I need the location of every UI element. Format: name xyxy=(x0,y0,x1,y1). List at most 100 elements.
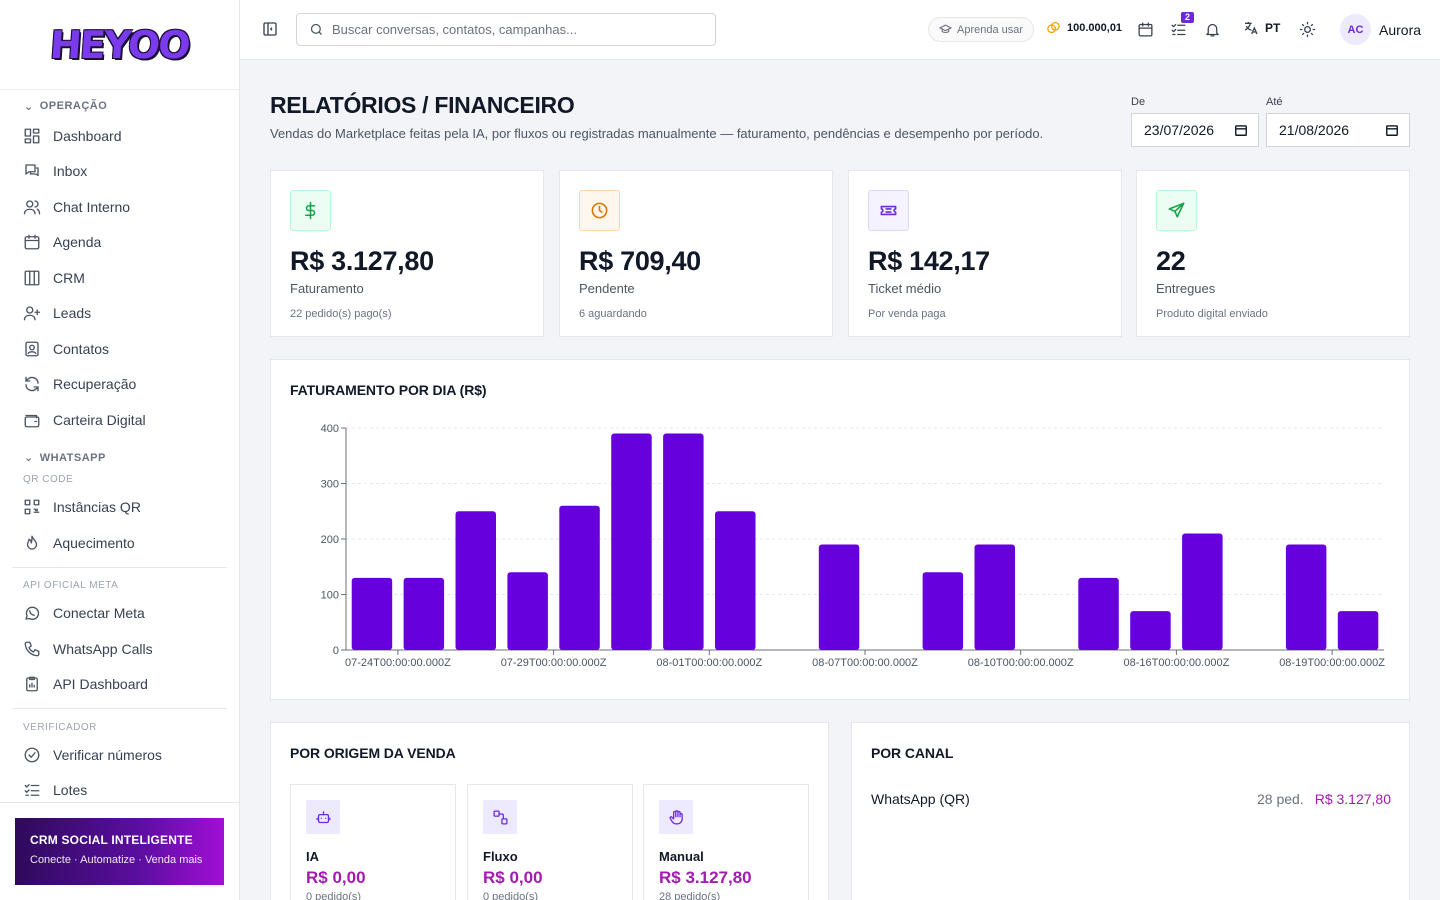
messages-icon xyxy=(25,164,39,177)
date-to: Até 21/08/2026 xyxy=(1266,96,1410,147)
search-box[interactable] xyxy=(296,13,716,46)
app-logo[interactable]: HEYOO xyxy=(48,22,191,67)
sidebar-item-crm[interactable]: CRM xyxy=(0,260,239,296)
avatar: AC xyxy=(1340,14,1371,45)
sidebar-item-label: Dashboard xyxy=(53,127,122,144)
coins-icon xyxy=(1047,21,1060,34)
sidebar-item-chat-interno[interactable]: Chat Interno xyxy=(0,189,239,225)
translate-icon xyxy=(1244,22,1258,35)
sidebar-item-label: Aquecimento xyxy=(53,534,135,551)
origem-amount: R$ 0,00 xyxy=(483,868,543,887)
user-menu[interactable]: AC Aurora xyxy=(1340,14,1421,45)
sidebar-item-aquecimento[interactable]: Aquecimento xyxy=(0,525,239,561)
date-to-input[interactable]: 21/08/2026 xyxy=(1266,113,1410,147)
top-bar: Aprenda usar 100.000,01 2 PT AC Aurora xyxy=(240,0,1440,60)
sidebar-item-label: Recuperação xyxy=(53,376,137,393)
origem-title: POR ORIGEM DA VENDA xyxy=(290,745,456,761)
divider xyxy=(12,566,227,568)
chart-bar: 07-24T00:00:00.000Z: 130 xyxy=(351,577,393,650)
sidebar-item-lotes[interactable]: Lotes xyxy=(0,773,239,809)
sidebar-item-label: Lotes xyxy=(53,782,88,799)
sidebar-item-label: Instâncias QR xyxy=(53,499,141,516)
canal-row: WhatsApp (QR) 28 ped. R$ 3.127,80 xyxy=(871,791,1391,807)
sidebar-item-api-dashboard[interactable]: API Dashboard xyxy=(0,667,239,703)
promo-title: CRM SOCIAL INTELIGENTE xyxy=(30,833,193,847)
sidebar-item-label: CRM xyxy=(53,269,85,286)
sidebar-toggle-button[interactable] xyxy=(262,21,278,37)
sidebar-item-agenda[interactable]: Agenda xyxy=(0,225,239,261)
language-selector[interactable]: PT xyxy=(1243,20,1280,36)
date-from-value: 23/07/2026 xyxy=(1144,122,1215,138)
sidebar-item-instancias-qr[interactable]: Instâncias QR xyxy=(0,490,239,526)
list-check-icon xyxy=(1171,23,1186,36)
phone-icon xyxy=(24,641,40,657)
sidebar-item-verificar-numeros[interactable]: Verificar números xyxy=(0,737,239,773)
date-from-input[interactable]: 23/07/2026 xyxy=(1131,113,1259,147)
kpi-ticket-medio: R$ 142,17 Ticket médio Por venda paga xyxy=(848,170,1122,337)
origem-amount: R$ 3.127,80 xyxy=(659,868,752,887)
y-tick-label: 200 xyxy=(321,534,339,546)
canal-name: WhatsApp (QR) xyxy=(871,791,970,807)
origem-name: Fluxo xyxy=(483,849,518,864)
theme-toggle[interactable] xyxy=(1299,21,1316,38)
sidebar-item-carteira[interactable]: Carteira Digital xyxy=(0,402,239,438)
origem-count: 28 pedido(s) xyxy=(659,891,721,900)
origem-icon-box xyxy=(306,800,340,834)
sidebar-item-conectar-meta[interactable]: Conectar Meta xyxy=(0,596,239,632)
sidebar-item-label: WhatsApp Calls xyxy=(53,640,153,657)
kpi-row: R$ 3.127,80 Faturamento 22 pedido(s) pag… xyxy=(270,170,1410,337)
sidebar-item-dashboard[interactable]: Dashboard xyxy=(0,118,239,154)
subgroup-verificador: VERIFICADOR xyxy=(23,721,97,733)
sidebar-item-inbox[interactable]: Inbox xyxy=(0,154,239,190)
sidebar-item-leads[interactable]: Leads xyxy=(0,296,239,332)
sidebar-item-contatos[interactable]: Contatos xyxy=(0,331,239,367)
chart-bar: 08-07T00:00:00.000Z: 140 xyxy=(922,572,964,650)
date-to-label: Até xyxy=(1266,96,1283,108)
logo-area[interactable]: HEYOO xyxy=(0,0,239,90)
origem-card: POR ORIGEM DA VENDA IA R$ 0,00 0 pedido(… xyxy=(270,722,829,900)
x-tick-label: 08-07T00:00:00.000Z xyxy=(812,657,918,669)
qr-code-icon xyxy=(24,499,40,515)
origem-amount: R$ 0,00 xyxy=(306,868,366,887)
chart-bar: 08-18T00:00:00.000Z: 190 xyxy=(1285,544,1327,650)
chevron-down-icon: ⌄ xyxy=(24,452,34,464)
sidebar-item-whatsapp-calls[interactable]: WhatsApp Calls xyxy=(0,631,239,667)
users-icon xyxy=(23,200,41,215)
coins-balance[interactable]: 100.000,01 xyxy=(1046,20,1122,35)
kpi-sub: Por venda paga xyxy=(868,308,946,320)
y-tick-label: 400 xyxy=(321,423,339,435)
notifications-button[interactable] xyxy=(1204,21,1221,38)
calendar-button[interactable] xyxy=(1137,21,1154,38)
chart-bar: 07-30T00:00:00.000Z: 390 xyxy=(611,433,652,650)
group-operacao[interactable]: ⌄ OPERAÇÃO xyxy=(0,94,239,118)
tasks-button[interactable] xyxy=(1170,21,1187,38)
x-tick-label: 08-19T00:00:00.000Z xyxy=(1279,657,1385,669)
kpi-icon-box xyxy=(868,190,909,231)
chart-bar: 07-25T00:00:00.000Z: 130 xyxy=(403,577,445,650)
learn-button[interactable]: Aprenda usar xyxy=(928,17,1035,42)
sidebar-item-recuperacao[interactable]: Recuperação xyxy=(0,367,239,403)
sidebar: HEYOO ⌄ OPERAÇÃO Dashboard Inbox Chat Int… xyxy=(0,0,240,900)
kpi-value: R$ 3.127,80 xyxy=(290,246,434,276)
kanban-icon xyxy=(24,270,40,286)
chart-bar: 07-27T00:00:00.000Z: 140 xyxy=(507,572,548,650)
refresh-icon xyxy=(25,376,39,392)
coins-value: 100.000,01 xyxy=(1067,21,1123,34)
chart-bar: 08-19T00:00:00.000Z: 70 xyxy=(1337,611,1379,650)
kpi-faturamento: R$ 3.127,80 Faturamento 22 pedido(s) pag… xyxy=(270,170,544,337)
sidebar-item-label: Contatos xyxy=(53,340,110,357)
chart-bar: 08-15T00:00:00.000Z: 70 xyxy=(1130,611,1171,650)
group-whatsapp[interactable]: ⌄ WHATSAPP xyxy=(0,446,239,470)
promo-banner[interactable]: CRM SOCIAL INTELIGENTE Conecte · Automat… xyxy=(15,818,224,885)
contact-book-icon xyxy=(25,341,39,357)
kpi-sub: Produto digital enviado xyxy=(1156,308,1268,320)
sidebar-item-label: Agenda xyxy=(53,234,102,251)
kpi-icon-box xyxy=(1156,190,1197,231)
search-input[interactable] xyxy=(332,22,692,37)
subgroup-api-meta: API OFICIAL META xyxy=(23,580,119,591)
learn-label: Aprenda usar xyxy=(957,23,1024,36)
kpi-icon-box xyxy=(579,190,620,231)
calendar-icon xyxy=(24,234,40,250)
subgroup-qr-code: QR CODE xyxy=(23,474,74,485)
